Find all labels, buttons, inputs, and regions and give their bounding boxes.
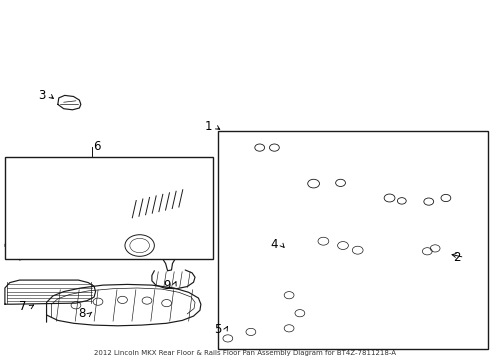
Bar xyxy=(5,157,213,259)
Text: 9: 9 xyxy=(163,279,171,292)
Text: 3: 3 xyxy=(38,89,46,102)
Text: 4: 4 xyxy=(270,238,278,251)
Text: 1: 1 xyxy=(204,120,212,133)
Text: 2012 Lincoln MKX Rear Floor & Rails Floor Pan Assembly Diagram for BT4Z-7811218-: 2012 Lincoln MKX Rear Floor & Rails Floo… xyxy=(94,350,396,356)
Text: 2: 2 xyxy=(453,251,461,264)
Bar xyxy=(218,131,488,349)
Text: 7: 7 xyxy=(20,300,27,313)
Text: 5: 5 xyxy=(215,323,222,336)
Text: 6: 6 xyxy=(93,140,100,153)
Text: 8: 8 xyxy=(78,307,86,320)
